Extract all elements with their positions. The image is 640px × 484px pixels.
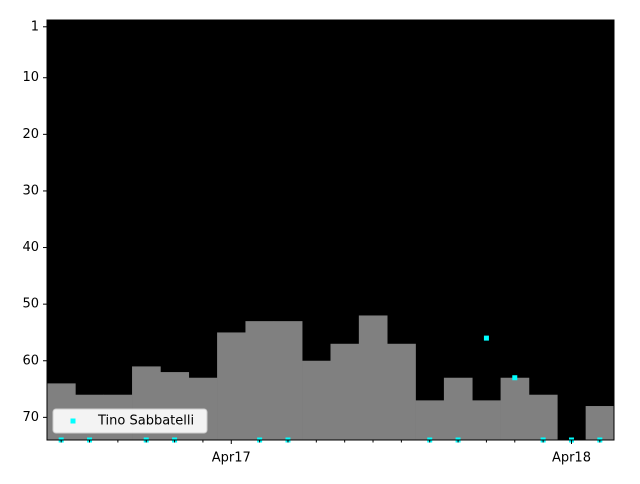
y-tick-label: 30: [22, 183, 39, 198]
y-tick-label: 50: [22, 297, 39, 312]
point: [483, 335, 489, 341]
bar: [500, 377, 530, 440]
bar: [217, 332, 246, 440]
y-tick-label: 60: [22, 353, 39, 368]
y-tick-label: 40: [22, 240, 39, 255]
y-tick-label: 10: [22, 70, 39, 85]
y-tick-label: 20: [22, 127, 39, 142]
bar: [443, 377, 473, 440]
bar: [528, 394, 558, 440]
plot-frame: [46, 19, 615, 441]
bar: [387, 343, 416, 440]
y-tick-label: 70: [22, 410, 39, 425]
legend-marker: [70, 418, 76, 424]
bar: [415, 400, 445, 440]
x-tick-label: Apr17: [212, 451, 251, 466]
bar: [330, 343, 360, 440]
bar: [245, 321, 275, 440]
bar: [358, 315, 388, 440]
bar: [302, 360, 331, 440]
y-tick-label: 1: [31, 19, 39, 34]
x-tick-label: Apr18: [552, 451, 591, 466]
bar: [585, 406, 615, 440]
point: [512, 375, 518, 381]
legend-box: [52, 408, 208, 434]
bar: [472, 400, 501, 440]
bar: [273, 321, 303, 440]
legend-label: Tino Sabbatelli: [97, 414, 194, 429]
